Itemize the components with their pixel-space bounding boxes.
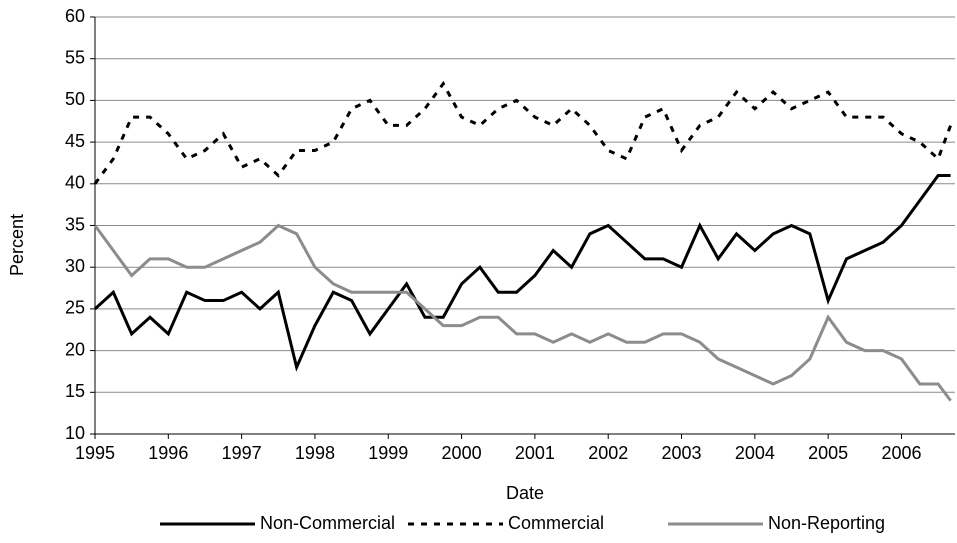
x-axis-title: Date (506, 483, 544, 503)
y-tick-label: 55 (65, 47, 85, 67)
x-tick-label: 2004 (735, 443, 775, 463)
x-tick-label: 1999 (368, 443, 408, 463)
x-tick-label: 2003 (662, 443, 702, 463)
y-tick-label: 35 (65, 214, 85, 234)
series-line (93, 173, 951, 372)
x-tick-label: 2001 (515, 443, 555, 463)
y-tick-label: 30 (65, 256, 85, 276)
series-line (93, 80, 953, 185)
y-tick-label: 50 (65, 89, 85, 109)
y-tick-label: 15 (65, 381, 85, 401)
y-tick-label: 25 (65, 298, 85, 318)
y-tick-label: 10 (65, 423, 85, 443)
x-tick-label: 1997 (222, 443, 262, 463)
x-tick-label: 1996 (148, 443, 188, 463)
y-tick-label: 45 (65, 131, 85, 151)
series-line (93, 223, 952, 402)
legend-label: Commercial (508, 513, 604, 533)
x-tick-label: 2005 (808, 443, 848, 463)
legend-label: Non-Reporting (768, 513, 885, 533)
x-tick-label: 2002 (588, 443, 628, 463)
x-tick-label: 2000 (442, 443, 482, 463)
x-tick-label: 1998 (295, 443, 335, 463)
x-tick-label: 1995 (75, 443, 115, 463)
y-tick-label: 60 (65, 6, 85, 26)
y-axis-title: Percent (7, 214, 27, 276)
x-tick-label: 2006 (881, 443, 921, 463)
y-tick-label: 40 (65, 173, 85, 193)
legend-label: Non-Commercial (260, 513, 395, 533)
y-tick-label: 20 (65, 339, 85, 359)
